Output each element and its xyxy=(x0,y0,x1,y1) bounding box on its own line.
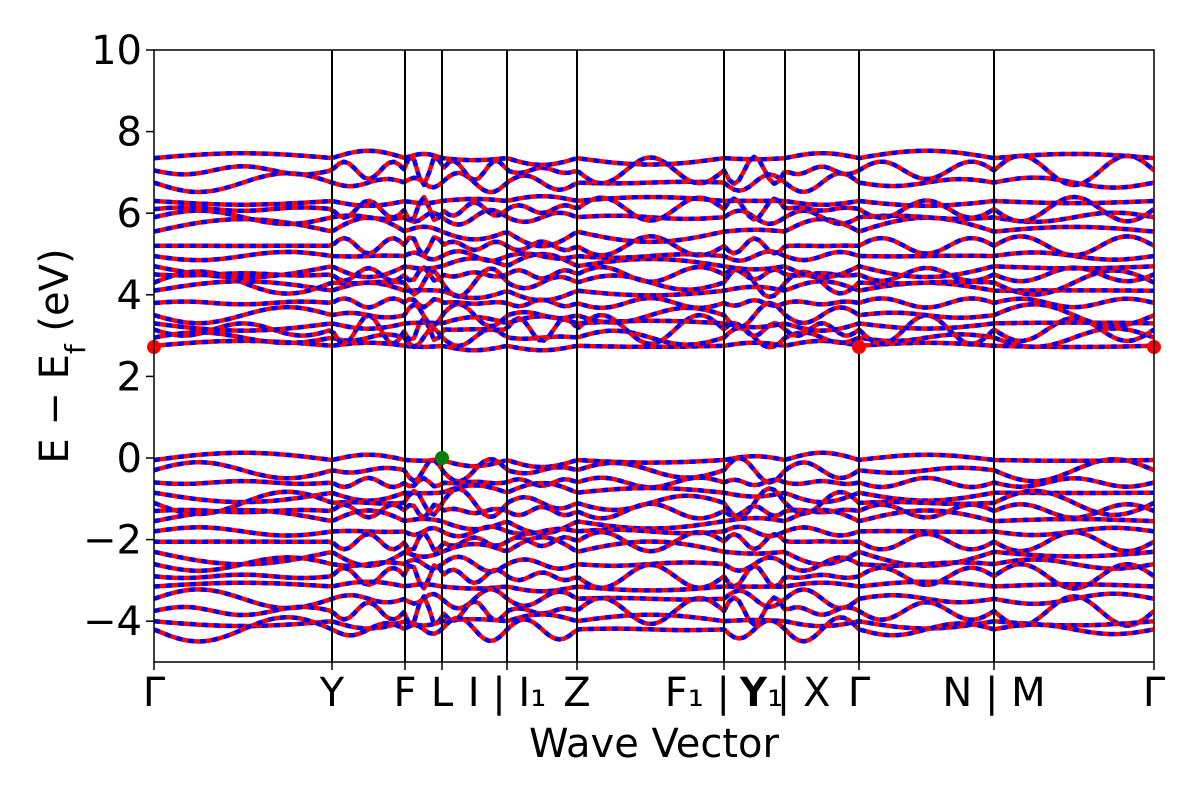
conduction-band-17-dashed xyxy=(154,153,1154,188)
x-tick-label: I | I₁ xyxy=(468,670,547,716)
valence-band-35-dashed xyxy=(154,615,1154,644)
conduction-band-6-dashed xyxy=(154,279,1154,303)
x-tick-label: Γ xyxy=(848,670,871,716)
conduction-band-0-solid xyxy=(154,338,1154,353)
valence-band-32-dashed xyxy=(154,586,1154,611)
valence-band-23-dashed xyxy=(154,486,1154,520)
plot-frame xyxy=(153,49,1155,663)
valence-band-19-dashed xyxy=(154,450,1154,470)
conduction-band-8-solid xyxy=(154,264,1154,284)
conduction-band-15-solid xyxy=(154,193,1154,209)
y-axis-title: E − Ef (eV) xyxy=(32,248,92,463)
conduction-band-10-dashed xyxy=(154,248,1154,264)
valence-band-24-solid xyxy=(154,501,1154,521)
x-tick-label: F₁ | Y₁ xyxy=(665,670,783,716)
y-axis-title-sub: f xyxy=(59,343,92,354)
valence-band-26-dashed xyxy=(154,524,1154,539)
y-tick-label: 10 xyxy=(91,28,142,74)
conduction-band-9-dashed xyxy=(154,251,1154,280)
cbm-marker xyxy=(852,340,866,355)
y-tick-label: 8 xyxy=(117,110,142,156)
x-tick-label: F xyxy=(393,670,416,716)
y-axis-ticks: 10 8 6 4 2 0 −2 −4 xyxy=(83,28,154,645)
valence-band-31-solid xyxy=(154,579,1154,594)
y-tick-label: 6 xyxy=(117,191,142,237)
x-tick-label: L xyxy=(431,670,454,716)
conduction-band-13-dashed xyxy=(154,207,1154,227)
high-symmetry-lines xyxy=(331,50,995,662)
x-tick-label: Y | X xyxy=(739,670,831,716)
valence-band-34-dashed xyxy=(154,612,1154,631)
conduction-band-11-dashed xyxy=(154,234,1154,258)
vbm-marker xyxy=(435,451,449,465)
y-tick-label: 2 xyxy=(117,354,142,400)
conduction-band-4-dashed xyxy=(154,300,1154,330)
conduction-band-18-dashed xyxy=(154,148,1154,168)
x-tick-label: Z xyxy=(563,670,590,716)
valence-band-30-dashed xyxy=(154,561,1154,591)
conduction-band-12-dashed xyxy=(154,215,1154,249)
conduction-band-7-dashed xyxy=(154,265,1154,300)
conduction-band-3-dashed xyxy=(154,314,1154,333)
valence-band-28-dashed xyxy=(154,535,1154,568)
bands-layer xyxy=(154,148,1154,644)
x-tick-label: N | M xyxy=(942,670,1045,716)
x-tick-label: Γ xyxy=(143,670,166,716)
conduction-band-5-dashed xyxy=(154,295,1154,311)
y-axis-title-unit: (eV) xyxy=(32,248,78,344)
y-tick-label: −2 xyxy=(83,518,142,564)
valence-band-25-dashed xyxy=(154,507,1154,536)
y-tick-label: 4 xyxy=(117,273,142,319)
valence-band-33-dashed xyxy=(154,594,1154,628)
x-tick-label: Γ xyxy=(1143,670,1166,716)
valence-band-27-dashed xyxy=(154,529,1154,554)
y-tick-label: −4 xyxy=(83,599,142,645)
valence-band-22-dashed xyxy=(154,480,1154,505)
conduction-band-16-dashed xyxy=(154,170,1154,195)
conduction-band-14-dashed xyxy=(154,194,1154,224)
y-axis-title-main: E − E xyxy=(32,354,78,464)
x-axis-title: Wave Vector xyxy=(529,721,780,767)
x-tick-label: Y xyxy=(319,670,345,716)
y-tick-label: 0 xyxy=(117,436,142,482)
valence-band-20-dashed xyxy=(154,455,1154,485)
conduction-band-2-dashed xyxy=(154,312,1154,347)
extremum-markers xyxy=(147,340,1161,465)
